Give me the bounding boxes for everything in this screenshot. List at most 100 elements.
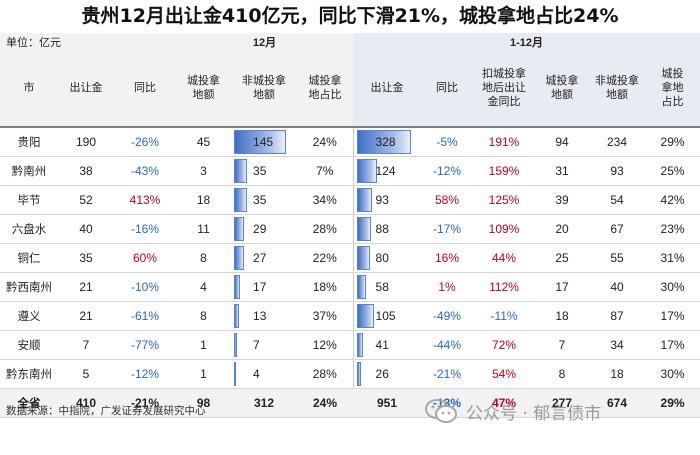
data-bar xyxy=(234,246,244,270)
col-ct-share: 城投拿地占比 xyxy=(297,50,354,128)
cell-ct-land-ytd: 18 xyxy=(535,301,590,331)
cell-ct-land: 4 xyxy=(176,272,232,302)
col-yoy-ex-ct: 扣城投拿地后出让金同比 xyxy=(473,50,536,128)
cell-ct-share: 24% xyxy=(297,388,354,418)
data-bar xyxy=(356,130,411,154)
data-bar xyxy=(356,188,372,212)
cell-sale-ytd: 951 xyxy=(353,388,422,418)
header-row-columns: 市 出让金 同比 城投拿地额 非城投拿地额 城投拿地占比 出让金 同比 扣城投拿… xyxy=(0,50,700,128)
cell-yoy-ex-ct: 44% xyxy=(473,243,536,273)
cell-yoy-ytd: -21% xyxy=(421,359,474,389)
cell-city: 黔西南州 xyxy=(0,272,58,302)
cell-ct-land-ytd: 17 xyxy=(535,272,590,302)
table-row: 毕节 52 413% 18 35 34% 93 58% 125% 39 54 42% xyxy=(0,185,700,215)
cell-sale-ytd-value: 41 xyxy=(375,338,389,352)
cell-non-ct: 145 xyxy=(231,127,298,157)
col-yoy-ytd: 同比 xyxy=(421,50,474,128)
cell-sale-ytd-value: 328 xyxy=(375,135,396,149)
cell-ct-land-ytd: 7 xyxy=(535,330,590,360)
cell-sale: 52 xyxy=(58,185,114,215)
period-dec-header: 12月 xyxy=(176,33,354,50)
cell-non-ct: 312 xyxy=(231,388,298,418)
table-row: 黔南州 38 -43% 3 35 7% 124 -12% 159% 31 93 25% xyxy=(0,156,700,186)
cell-ct-land: 11 xyxy=(176,214,232,244)
cell-non-ct: 17 xyxy=(231,272,298,302)
cell-sale-ytd-value: 80 xyxy=(375,251,389,265)
cell-non-ct-value: 4 xyxy=(253,367,260,381)
cell-yoy: -61% xyxy=(114,301,177,331)
cell-non-ct-ytd: 674 xyxy=(589,388,646,418)
cell-sale-ytd: 26 xyxy=(352,359,422,389)
cell-non-ct: 13 xyxy=(231,301,298,331)
cell-non-ct: 29 xyxy=(231,214,298,244)
cell-ct-land: 45 xyxy=(176,127,232,157)
cell-ct-share-ytd: 25% xyxy=(645,156,700,186)
data-source-note: 数据来源：中指院，广发证券发展研究中心 xyxy=(6,405,206,417)
cell-yoy: -77% xyxy=(114,330,177,360)
cell-ct-share-ytd: 42% xyxy=(645,185,700,215)
page-title: 贵州12月出让金410亿元，同比下滑21%，城投拿地占比24% xyxy=(81,5,619,27)
cell-yoy: -26% xyxy=(114,127,177,157)
unit-label: 单位：亿元 xyxy=(0,33,177,50)
cell-non-ct: 35 xyxy=(231,156,298,186)
table-row: 黔西南州 21 -10% 4 17 18% 58 1% 112% 17 40 30% xyxy=(0,272,700,302)
cell-sale-ytd-value: 93 xyxy=(375,193,389,207)
data-bar xyxy=(356,333,364,357)
cell-yoy-ex-ct: -11% xyxy=(473,301,536,331)
cell-sale-ytd: 124 xyxy=(352,156,422,186)
cell-yoy-ex-ct: 54% xyxy=(473,359,536,389)
cell-yoy-ytd: -5% xyxy=(421,127,474,157)
cell-ct-land-ytd: 277 xyxy=(535,388,590,418)
cell-ct-land: 98 xyxy=(176,388,232,418)
cell-non-ct-value: 29 xyxy=(253,222,267,236)
cell-yoy-ytd: -12% xyxy=(421,156,474,186)
cell-sale-ytd: 80 xyxy=(352,243,422,273)
cell-ct-land-ytd: 8 xyxy=(535,359,590,389)
cell-city: 铜仁 xyxy=(0,243,58,273)
cell-ct-land: 1 xyxy=(176,359,232,389)
cell-ct-share: 22% xyxy=(297,243,354,273)
data-bar xyxy=(234,362,237,386)
cell-city: 遵义 xyxy=(0,301,58,331)
cell-sale: 21 xyxy=(58,301,114,331)
cell-non-ct-ytd: 234 xyxy=(589,127,646,157)
cell-ct-share: 28% xyxy=(297,214,354,244)
cell-sale: 410 xyxy=(58,388,114,418)
cell-non-ct-ytd: 34 xyxy=(589,330,646,360)
cell-ct-share-ytd: 23% xyxy=(645,214,700,244)
cell-city: 黔东南州 xyxy=(0,359,58,389)
cell-yoy-ex-ct: 47% xyxy=(473,388,536,418)
data-bar xyxy=(234,275,241,299)
cell-sale: 35 xyxy=(58,243,114,273)
cell-ct-share-ytd: 29% xyxy=(645,127,700,157)
cell-ct-land-ytd: 31 xyxy=(535,156,590,186)
cell-yoy: -10% xyxy=(114,272,177,302)
cell-sale-ytd: 41 xyxy=(352,330,422,360)
cell-non-ct: 4 xyxy=(231,359,298,389)
cell-non-ct-ytd: 40 xyxy=(589,272,646,302)
cell-city: 贵阳 xyxy=(0,127,58,157)
cell-sale-ytd-value: 26 xyxy=(375,367,389,381)
cell-non-ct: 27 xyxy=(231,243,298,273)
cell-ct-land: 18 xyxy=(176,185,232,215)
cell-sale: 7 xyxy=(58,330,114,360)
cell-ct-land-ytd: 25 xyxy=(535,243,590,273)
cell-ct-share-ytd: 17% xyxy=(645,330,700,360)
cell-sale-ytd-value: 105 xyxy=(375,309,396,323)
data-bar xyxy=(234,130,287,154)
cell-ct-share: 34% xyxy=(297,185,354,215)
cell-yoy: 60% xyxy=(114,243,177,273)
cell-ct-share: 37% xyxy=(297,301,354,331)
cell-ct-land-ytd: 94 xyxy=(535,127,590,157)
cell-ct-land-ytd: 39 xyxy=(535,185,590,215)
cell-ct-land: 3 xyxy=(176,156,232,186)
watermark: 公众号 · 郁言债市 xyxy=(424,398,601,424)
land-sale-table: 单位：亿元 12月 1-12月 市 出让金 同比 城投拿地额 非城投拿地额 城投… xyxy=(0,33,700,418)
cell-ct-land: 1 xyxy=(176,330,232,360)
data-bar xyxy=(356,246,370,270)
data-bar xyxy=(234,188,247,212)
cell-yoy: -21% xyxy=(114,388,177,418)
data-bar xyxy=(356,217,371,241)
cell-yoy: -43% xyxy=(114,156,177,186)
table-row: 铜仁 35 60% 8 27 22% 80 16% 44% 25 55 31% xyxy=(0,243,700,273)
